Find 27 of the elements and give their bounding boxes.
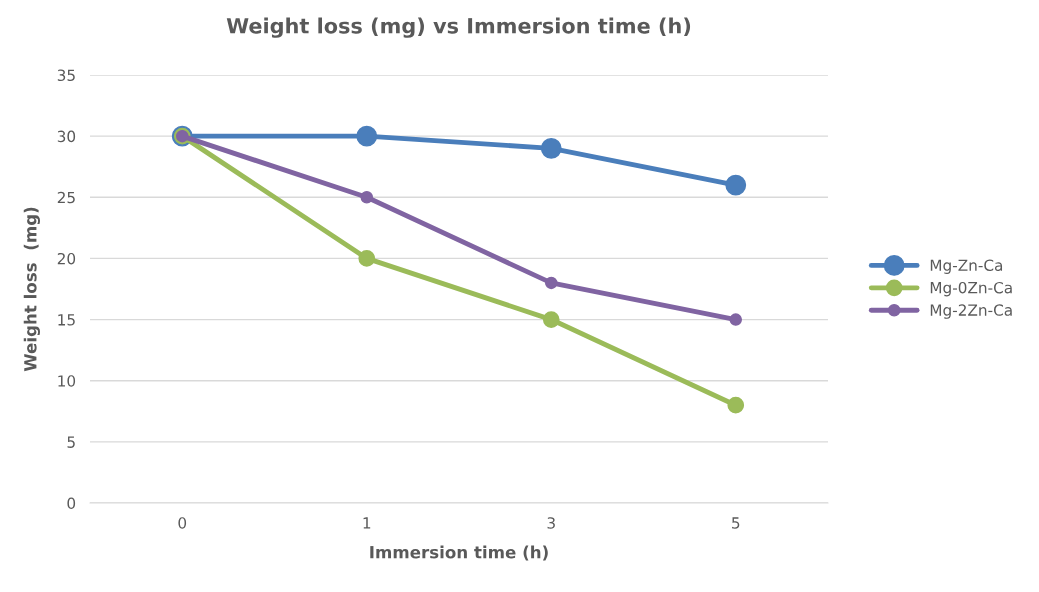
x-tick-label: 1 [363, 517, 371, 529]
x-tick-label: 5 [732, 517, 740, 529]
point [356, 125, 378, 147]
point [360, 191, 374, 204]
y-tick-label: 5 [67, 436, 75, 448]
y-axis-title: Weight loss (mg) [23, 207, 40, 372]
point [358, 250, 376, 267]
legend-label: Mg-Zn-Ca [930, 259, 1003, 274]
point [542, 311, 560, 328]
legend-label: Mg-0Zn-Ca [930, 281, 1012, 297]
x-tick-label: 0 [178, 517, 187, 529]
y-tick-label: 10 [58, 375, 76, 387]
y-tick-label: 0 [67, 497, 76, 510]
y-tick-label: 20 [57, 252, 76, 265]
x-tick-label: 3 [547, 517, 555, 529]
y-tick-label: 35 [57, 69, 75, 82]
y-tick-label: 30 [57, 130, 76, 143]
point [540, 137, 562, 159]
point [727, 396, 745, 414]
legend-label: Mg-2Zn-Ca [930, 304, 1012, 319]
point [729, 313, 743, 326]
y-tick-label: 25 [57, 191, 75, 204]
x-axis-title: Immersion time (h) [370, 545, 548, 561]
point [725, 174, 747, 196]
y-tick-label: 15 [58, 314, 75, 326]
point [544, 276, 558, 290]
chart-title: Weight loss (mg) vs Immersion time (h) [226, 17, 691, 38]
